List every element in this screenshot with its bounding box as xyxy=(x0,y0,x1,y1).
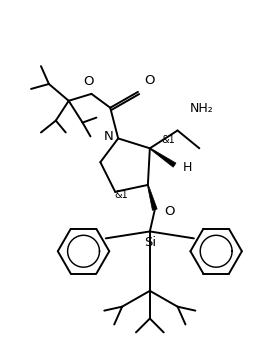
Text: NH₂: NH₂ xyxy=(190,102,213,115)
Text: N: N xyxy=(103,130,113,143)
Text: O: O xyxy=(83,75,94,88)
Polygon shape xyxy=(147,185,157,210)
Text: &1: &1 xyxy=(114,190,128,200)
Text: H: H xyxy=(183,161,192,174)
Text: &1: &1 xyxy=(162,135,176,145)
Polygon shape xyxy=(150,148,176,167)
Text: O: O xyxy=(165,205,175,218)
Text: O: O xyxy=(144,74,154,87)
Text: Si: Si xyxy=(144,236,156,250)
